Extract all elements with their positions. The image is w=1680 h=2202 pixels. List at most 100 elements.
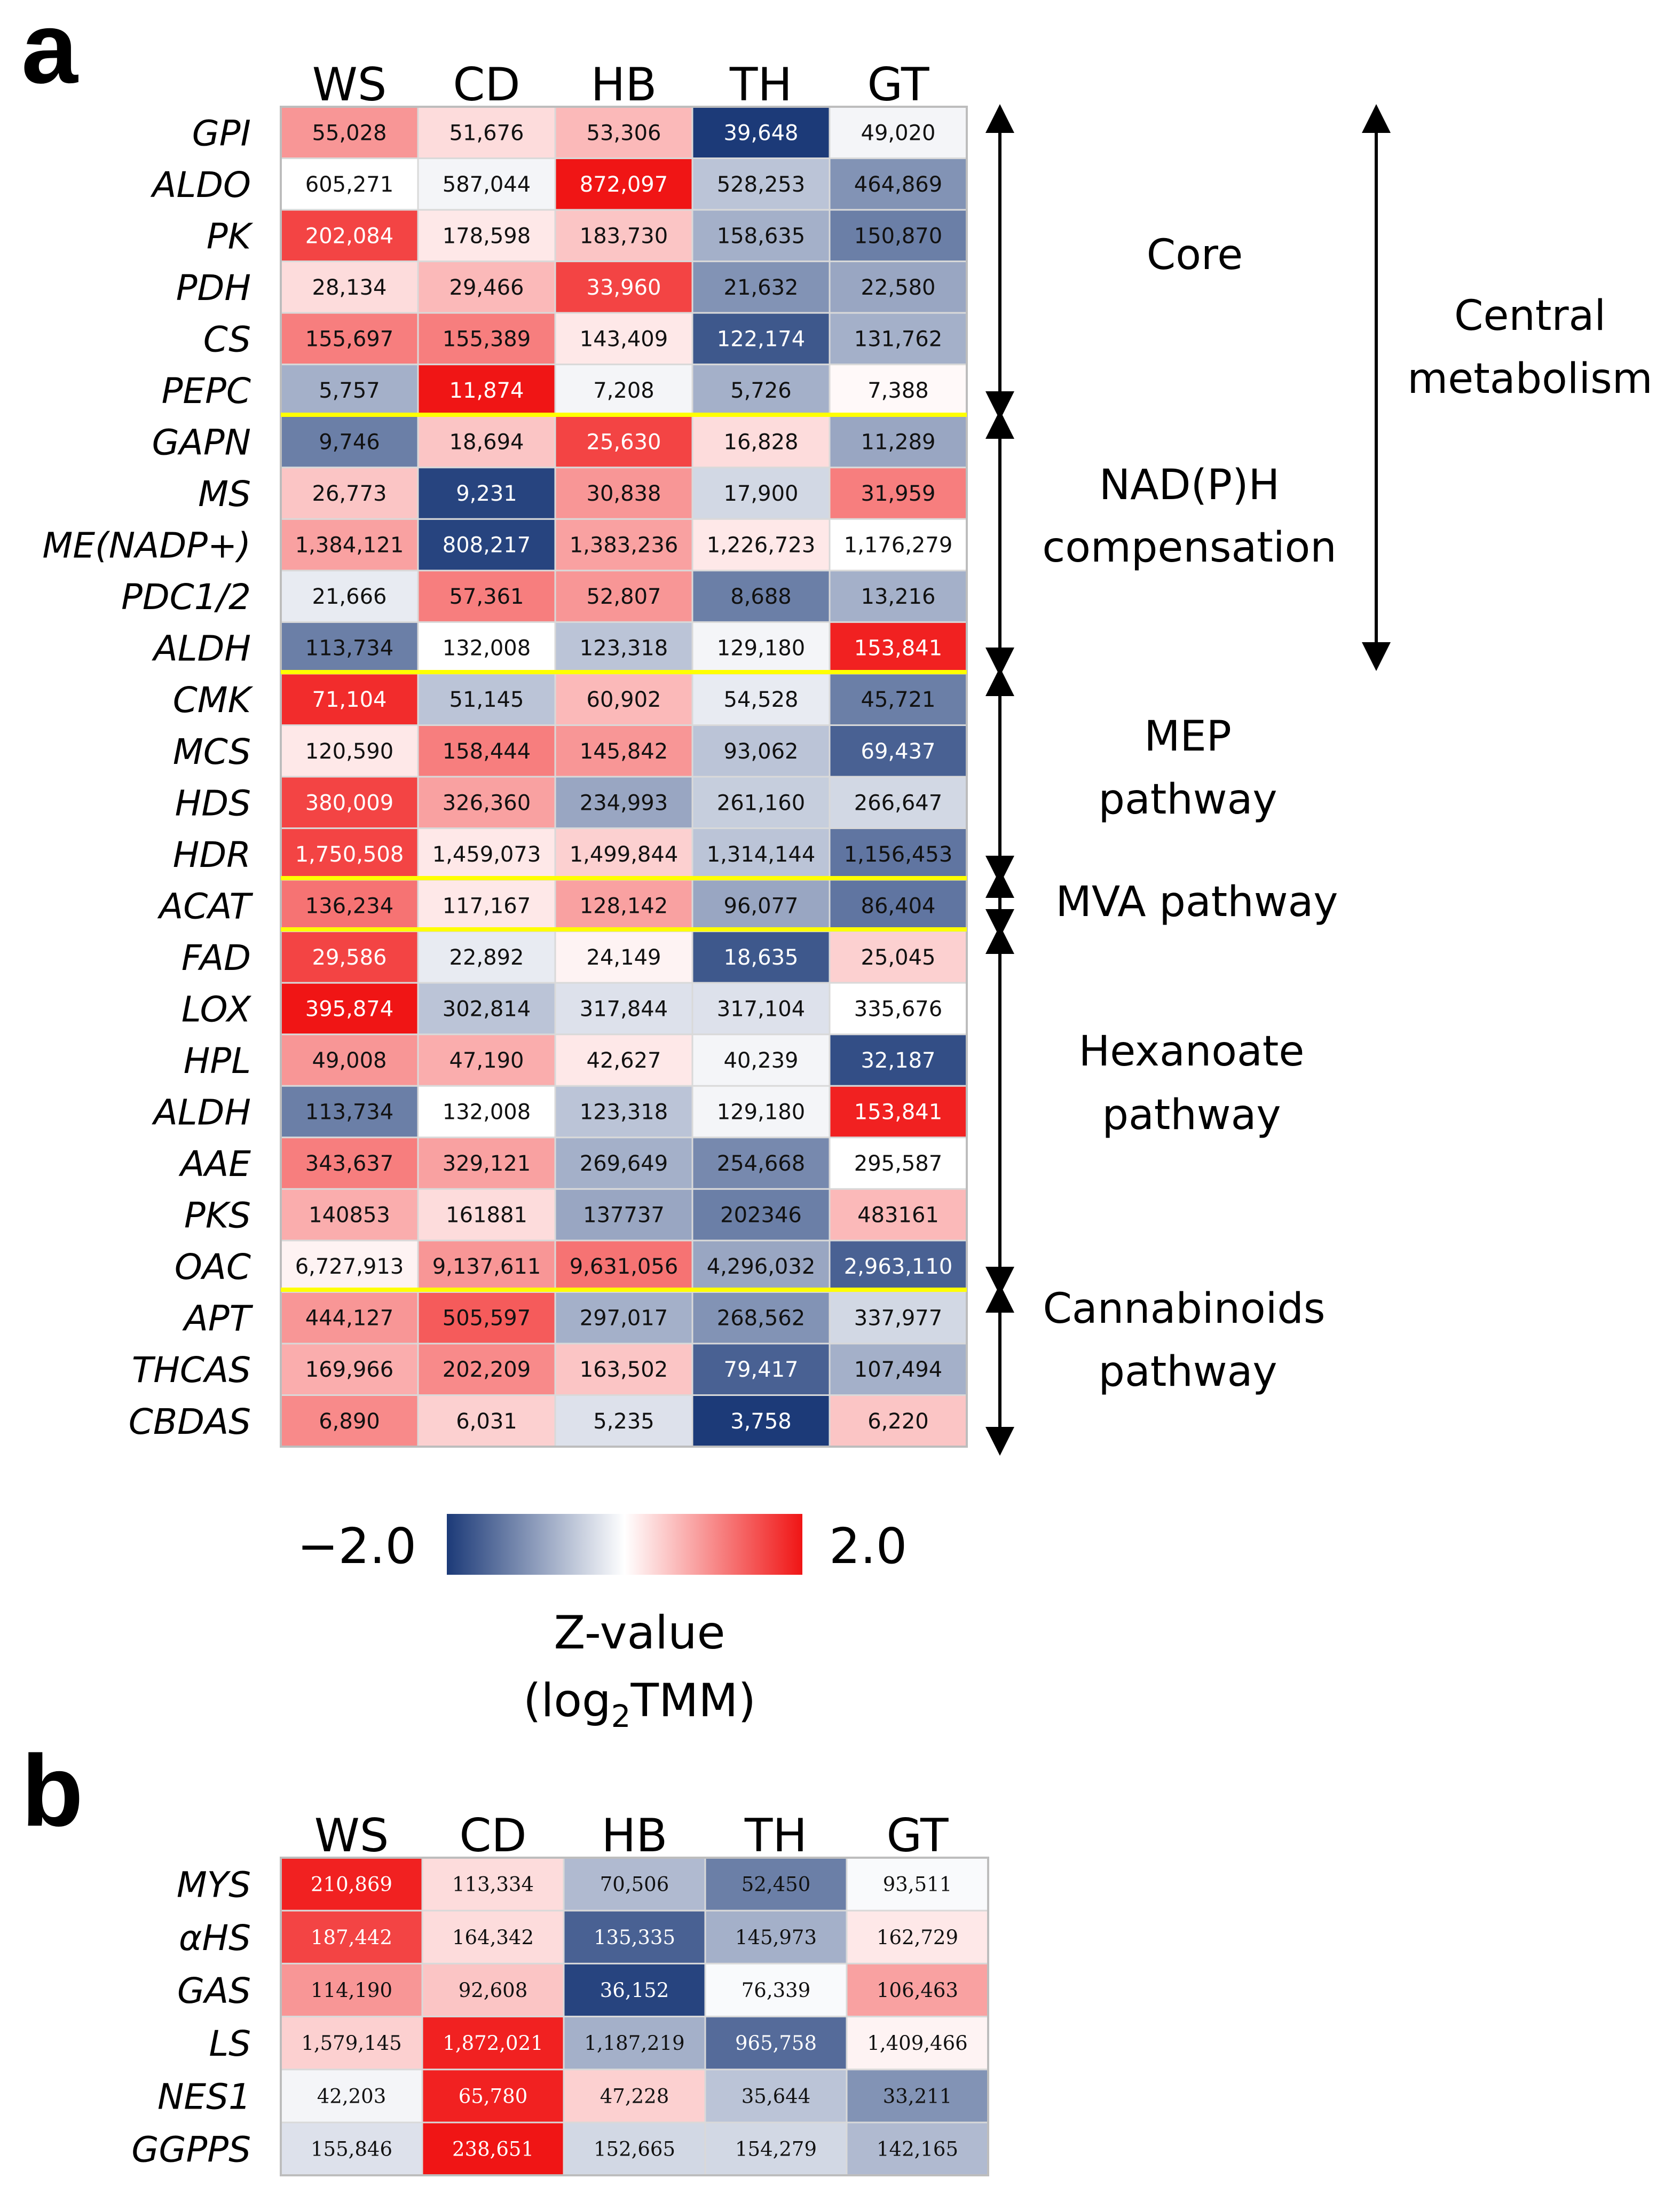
heatmap-cell xyxy=(691,570,831,623)
cell-value-label: 6,220 xyxy=(867,1409,929,1434)
column-header-gt: GT xyxy=(886,1809,949,1862)
heatmap-cell xyxy=(280,467,419,520)
section-nadph-label-line1: NAD(P)H xyxy=(1099,461,1280,509)
cell-value-label: 26,773 xyxy=(312,482,387,506)
cell-value-label: 9,631,056 xyxy=(570,1254,679,1279)
gene-label: PDC1/2 xyxy=(121,577,251,618)
heatmap-cell xyxy=(829,776,968,830)
heatmap-cell xyxy=(691,827,831,881)
cell-value-label: 123,318 xyxy=(580,636,668,661)
cell-value-label: 11,289 xyxy=(861,430,936,455)
heatmap-cell xyxy=(417,312,556,366)
gene-label: ALDH xyxy=(152,628,251,669)
cell-value-label: 86,404 xyxy=(861,894,936,918)
gene-label: APT xyxy=(182,1298,254,1339)
heatmap-cell xyxy=(280,879,419,933)
heatmap-cell xyxy=(691,982,831,1036)
cell-value-label: 153,841 xyxy=(854,1100,942,1125)
cell-value-label: 36,152 xyxy=(600,1979,669,2002)
gene-label: GAS xyxy=(177,1970,251,2011)
heatmap-cell xyxy=(704,2121,848,2176)
heatmap-cell xyxy=(280,1291,419,1345)
cell-value-label: 39,648 xyxy=(724,121,799,145)
heatmap-cell xyxy=(691,467,831,520)
cell-value-label: 483161 xyxy=(857,1203,939,1228)
cell-value-label: 162,729 xyxy=(877,1926,958,1949)
cell-value-label: 326,360 xyxy=(443,791,531,815)
heatmap-cell xyxy=(421,1857,565,1912)
gene-label: αHS xyxy=(179,1917,251,1959)
cell-value-label: 9,746 xyxy=(319,430,380,455)
heatmap-cell xyxy=(421,2121,565,2176)
cell-value-label: 47,228 xyxy=(600,2085,669,2108)
heatmap-cell xyxy=(829,570,968,623)
cell-value-label: 117,167 xyxy=(443,894,531,918)
cell-value-label: 7,208 xyxy=(593,378,654,403)
cell-value-label: 187,442 xyxy=(311,1926,392,1949)
cell-value-label: 155,846 xyxy=(311,2138,392,2161)
colorbar-subtitle: (log2TMM) xyxy=(523,1674,756,1734)
heatmap-cell xyxy=(554,621,693,675)
heatmap-cell xyxy=(829,1136,968,1190)
cell-value-label: 1,459,073 xyxy=(432,842,541,867)
heatmap-cell xyxy=(280,1033,419,1087)
cell-value-label: 136,234 xyxy=(305,894,393,918)
cell-value-label: 123,318 xyxy=(580,1100,668,1125)
cell-value-label: 11,874 xyxy=(449,378,524,403)
heatmap-cell xyxy=(417,879,556,933)
cell-value-label: 24,149 xyxy=(587,945,661,970)
cell-value-label: 21,666 xyxy=(312,585,387,609)
section-nadph-label-line2: compensation xyxy=(1042,524,1336,572)
gene-label: ACAT xyxy=(157,886,254,927)
heatmap-cell xyxy=(554,157,693,211)
cell-value-label: 268,562 xyxy=(717,1306,805,1331)
cell-value-label: 131,762 xyxy=(854,327,942,351)
heatmap-cell xyxy=(554,1136,693,1190)
panel-b-heatmap-frame xyxy=(280,1857,989,2176)
cell-value-label: 158,444 xyxy=(443,739,531,764)
heatmap-cell xyxy=(846,1962,989,2018)
heatmap-cell xyxy=(417,364,556,417)
cell-value-label: 150,870 xyxy=(854,224,942,248)
colorbar-title: Z-value xyxy=(554,1606,725,1660)
heatmap-cell xyxy=(691,673,831,726)
heatmap-cell xyxy=(417,1136,556,1190)
cell-value-label: 155,389 xyxy=(443,327,531,351)
cell-value-label: 163,502 xyxy=(580,1357,668,1382)
colorbar-gradient xyxy=(447,1514,802,1575)
heatmap-cell xyxy=(691,1291,831,1345)
heatmap-cell xyxy=(554,1291,693,1345)
heatmap-cell xyxy=(554,776,693,830)
cell-value-label: 8,688 xyxy=(730,585,792,609)
heatmap-cell xyxy=(691,724,831,778)
heatmap-cell xyxy=(704,2069,848,2124)
heatmap-cell xyxy=(417,1394,556,1448)
cell-value-label: 1,383,236 xyxy=(570,533,679,558)
section-mva-label: MVA pathway xyxy=(1056,878,1338,926)
cell-value-label: 129,180 xyxy=(717,1100,805,1125)
heatmap-cell xyxy=(417,261,556,314)
heatmap-cell xyxy=(554,570,693,623)
section-cannabinoids-label-line1: Cannabinoids xyxy=(1043,1285,1325,1333)
heatmap-cell xyxy=(554,1343,693,1396)
heatmap-cell xyxy=(829,827,968,881)
column-header-cd: CD xyxy=(453,58,520,112)
cell-value-label: 132,008 xyxy=(443,1100,531,1125)
heatmap-cell xyxy=(829,1085,968,1139)
cell-value-label: 45,721 xyxy=(861,688,936,712)
cell-value-label: 605,271 xyxy=(305,172,393,197)
cell-value-label: 7,388 xyxy=(867,378,929,403)
heatmap-cell xyxy=(554,312,693,366)
heatmap-cell xyxy=(417,1085,556,1139)
heatmap-cell xyxy=(554,1188,693,1242)
cell-value-label: 1,314,144 xyxy=(707,842,816,867)
cell-value-label: 153,841 xyxy=(854,636,942,661)
gene-label: HDR xyxy=(173,834,251,875)
heatmap-cell xyxy=(280,1857,423,1912)
cell-value-label: 329,121 xyxy=(443,1151,531,1176)
gene-label: MCS xyxy=(173,731,251,772)
cell-value-label: 1,579,145 xyxy=(301,2032,401,2055)
cell-value-label: 122,174 xyxy=(717,327,805,351)
cell-value-label: 295,587 xyxy=(854,1151,942,1176)
